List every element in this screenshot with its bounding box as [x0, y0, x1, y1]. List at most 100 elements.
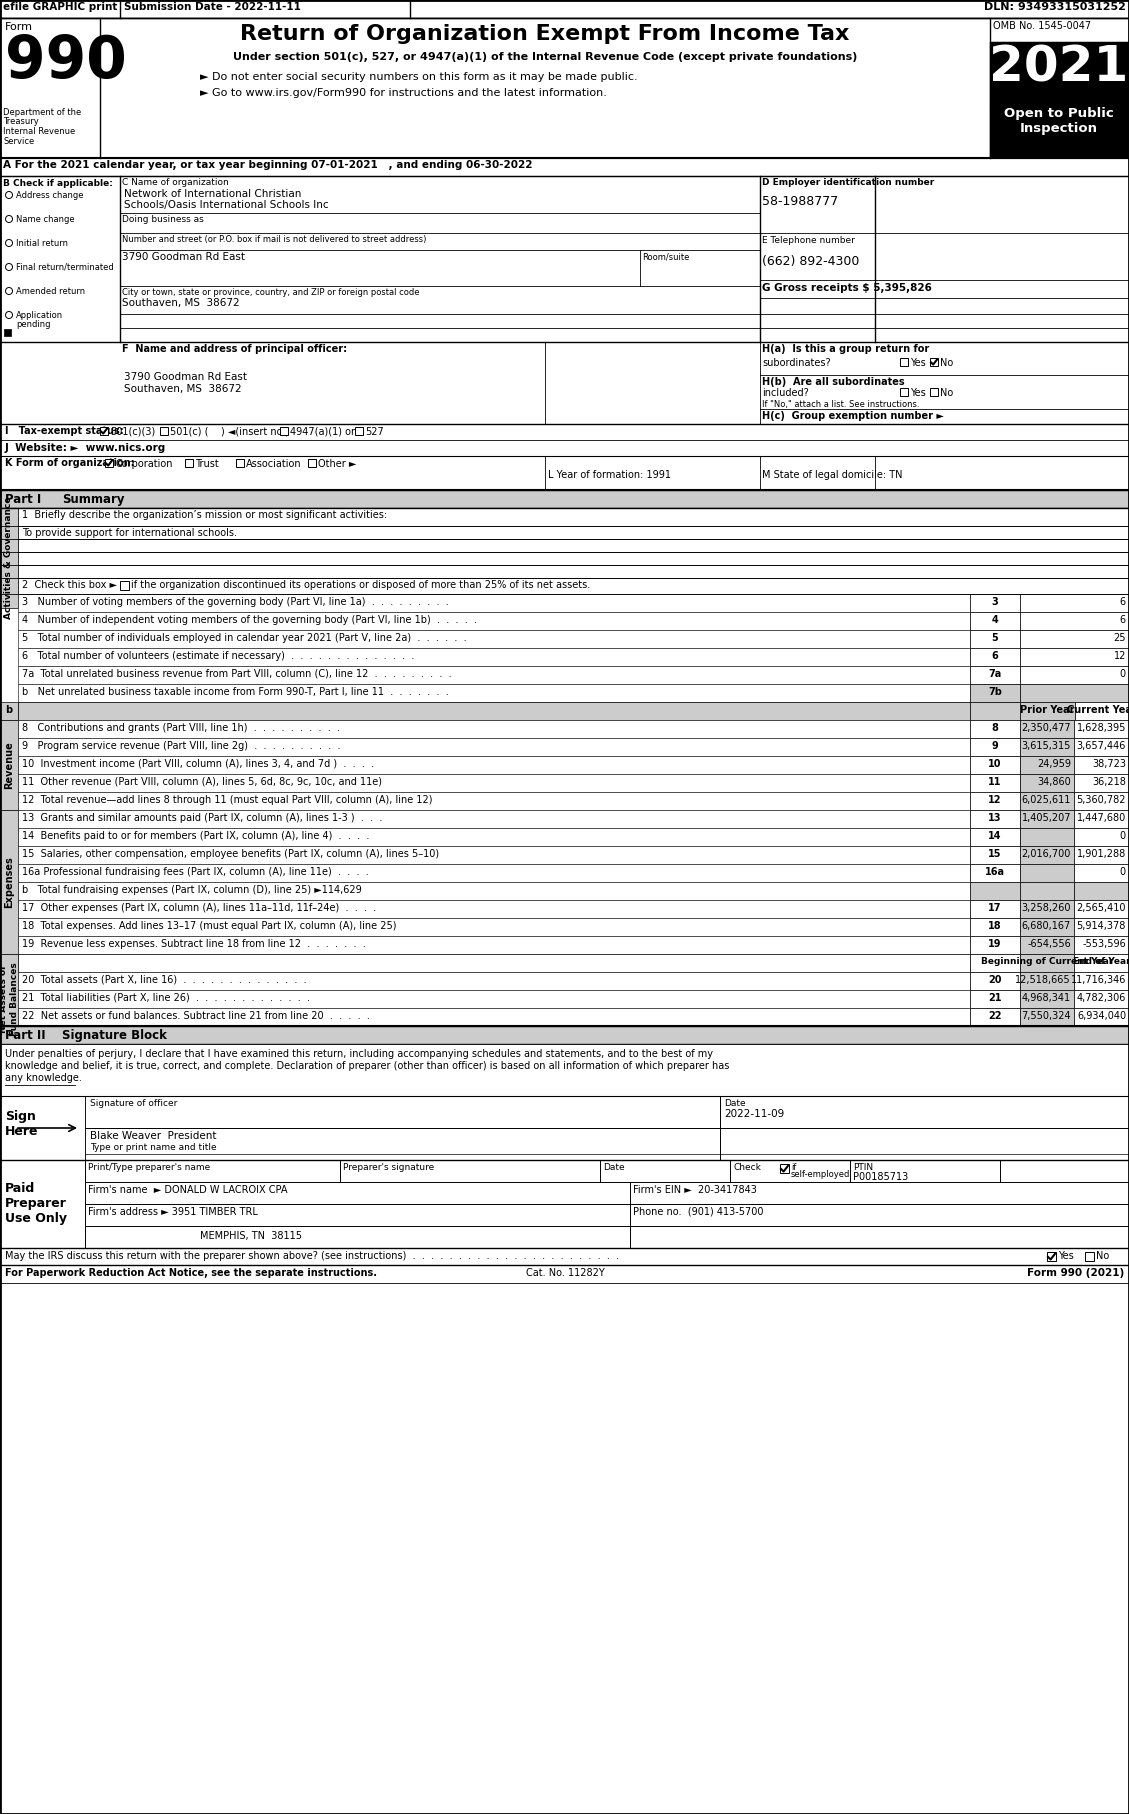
- Text: MEMPHIS, TN  38115: MEMPHIS, TN 38115: [200, 1232, 301, 1241]
- Text: Initial return: Initial return: [16, 239, 68, 249]
- Bar: [18, 629, 970, 648]
- Bar: [18, 793, 970, 811]
- Text: ► Do not enter social security numbers on this form as it may be made public.: ► Do not enter social security numbers o…: [200, 73, 638, 82]
- Bar: [1019, 593, 1129, 611]
- Bar: [1074, 756, 1129, 775]
- Bar: [630, 1226, 1129, 1248]
- Bar: [1019, 738, 1074, 756]
- Text: Address change: Address change: [16, 190, 84, 200]
- Bar: [1075, 702, 1129, 720]
- Bar: [18, 811, 970, 827]
- Text: H(c)  Group exemption number ►: H(c) Group exemption number ►: [762, 412, 944, 421]
- Bar: [85, 1204, 630, 1226]
- Text: Sign
Here: Sign Here: [5, 1110, 38, 1137]
- Text: Network of International Christian: Network of International Christian: [124, 189, 301, 200]
- Text: B Check if applicable:: B Check if applicable:: [3, 180, 113, 189]
- Bar: [105, 459, 113, 466]
- Text: 19  Revenue less expenses. Subtract line 18 from line 12  .  .  .  .  .  .  .: 19 Revenue less expenses. Subtract line …: [21, 940, 366, 949]
- Text: 4: 4: [991, 615, 998, 626]
- Text: City or town, state or province, country, and ZIP or foreign postal code: City or town, state or province, country…: [122, 288, 420, 297]
- Bar: [0, 1045, 1129, 1096]
- Bar: [18, 702, 970, 720]
- Bar: [970, 811, 1019, 827]
- Bar: [0, 0, 1129, 18]
- Bar: [970, 629, 1019, 648]
- Bar: [970, 702, 1019, 720]
- Bar: [1019, 863, 1074, 882]
- Text: 4947(a)(1) or: 4947(a)(1) or: [290, 426, 355, 437]
- Text: 13  Grants and similar amounts paid (Part IX, column (A), lines 1-3 )  .  .  .: 13 Grants and similar amounts paid (Part…: [21, 813, 383, 824]
- Bar: [280, 426, 288, 435]
- Bar: [970, 720, 1019, 738]
- Text: Activities & Governance: Activities & Governance: [5, 497, 14, 619]
- Bar: [0, 720, 18, 811]
- Bar: [120, 580, 129, 590]
- Text: Under section 501(c), 527, or 4947(a)(1) of the Internal Revenue Code (except pr: Under section 501(c), 527, or 4947(a)(1)…: [233, 53, 857, 62]
- Bar: [355, 426, 364, 435]
- Bar: [900, 388, 908, 395]
- Text: May the IRS discuss this return with the preparer shown above? (see instructions: May the IRS discuss this return with the…: [5, 1252, 619, 1261]
- Text: 3   Number of voting members of the governing body (Part VI, line 1a)  .  .  .  : 3 Number of voting members of the govern…: [21, 597, 448, 608]
- Bar: [0, 1159, 85, 1248]
- Text: 19: 19: [988, 940, 1001, 949]
- Bar: [990, 42, 1129, 103]
- Text: -654,556: -654,556: [1027, 940, 1071, 949]
- Text: Form 990 (2021): Form 990 (2021): [1026, 1268, 1124, 1279]
- Text: 1  Briefly describe the organization’s mission or most significant activities:: 1 Briefly describe the organization’s mi…: [21, 510, 387, 521]
- Bar: [1019, 990, 1074, 1009]
- Bar: [18, 551, 1129, 564]
- Text: E Telephone number: E Telephone number: [762, 236, 855, 245]
- Text: 7b: 7b: [988, 688, 1001, 697]
- Bar: [970, 918, 1019, 936]
- Text: Open to Public
Inspection: Open to Public Inspection: [1004, 107, 1114, 134]
- Text: 4,782,306: 4,782,306: [1077, 992, 1126, 1003]
- Text: 21: 21: [988, 992, 1001, 1003]
- Text: 0: 0: [1120, 831, 1126, 842]
- Bar: [0, 811, 18, 954]
- Bar: [1019, 827, 1074, 845]
- Text: 24,959: 24,959: [1038, 758, 1071, 769]
- Bar: [85, 1183, 630, 1204]
- Bar: [18, 684, 970, 702]
- Text: 1,447,680: 1,447,680: [1077, 813, 1126, 824]
- Text: 6,934,040: 6,934,040: [1077, 1010, 1126, 1021]
- Text: Amended return: Amended return: [16, 287, 85, 296]
- Bar: [0, 954, 18, 1045]
- Bar: [1019, 684, 1129, 702]
- Bar: [1000, 1159, 1129, 1183]
- Text: subordinates?: subordinates?: [762, 357, 831, 368]
- Bar: [18, 845, 970, 863]
- Text: 2022-11-09: 2022-11-09: [724, 1108, 785, 1119]
- Text: Prior Year: Prior Year: [1019, 706, 1075, 715]
- Text: Preparer's signature: Preparer's signature: [343, 1163, 435, 1172]
- Text: Corporation: Corporation: [115, 459, 173, 470]
- Bar: [850, 1159, 1000, 1183]
- Bar: [730, 1159, 850, 1183]
- Text: Submission Date - 2022-11-11: Submission Date - 2022-11-11: [124, 2, 300, 13]
- Text: For Paperwork Reduction Act Notice, see the separate instructions.: For Paperwork Reduction Act Notice, see …: [5, 1268, 377, 1279]
- Text: Schools/Oasis International Schools Inc: Schools/Oasis International Schools Inc: [124, 200, 329, 210]
- Text: PTIN: PTIN: [854, 1163, 873, 1172]
- Text: H(a)  Is this a group return for: H(a) Is this a group return for: [762, 345, 929, 354]
- Bar: [970, 827, 1019, 845]
- Bar: [85, 1096, 720, 1128]
- Bar: [970, 972, 1019, 990]
- Bar: [0, 18, 1129, 158]
- Bar: [970, 1009, 1019, 1027]
- Bar: [1019, 1009, 1074, 1027]
- Text: 58-1988777: 58-1988777: [762, 194, 838, 209]
- Bar: [1074, 954, 1129, 972]
- Text: 12: 12: [988, 795, 1001, 805]
- Text: Revenue: Revenue: [5, 742, 14, 789]
- Bar: [1019, 900, 1074, 918]
- Text: No: No: [1096, 1252, 1110, 1261]
- Bar: [236, 459, 244, 466]
- Bar: [18, 954, 970, 972]
- Bar: [970, 611, 1019, 629]
- Bar: [1074, 845, 1129, 863]
- Text: 15  Salaries, other compensation, employee benefits (Part IX, column (A), lines : 15 Salaries, other compensation, employe…: [21, 849, 439, 860]
- Text: 10  Investment income (Part VIII, column (A), lines 3, 4, and 7d )  .  .  .  .: 10 Investment income (Part VIII, column …: [21, 758, 374, 769]
- Bar: [1019, 845, 1074, 863]
- Text: 11: 11: [988, 776, 1001, 787]
- Bar: [1047, 1252, 1056, 1261]
